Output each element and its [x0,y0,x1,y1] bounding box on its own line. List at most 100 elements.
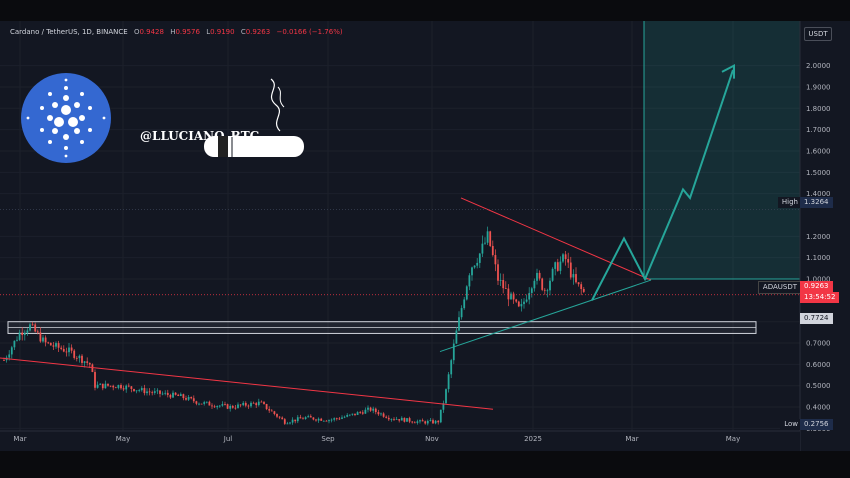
candle-body [200,403,203,405]
candle-body [512,293,515,300]
candle-body [515,299,518,302]
change-value: −0.0166 (−1.76%) [276,28,343,36]
candle-body [263,402,265,404]
candle-body [517,301,520,307]
candle-body [361,412,364,414]
candle-body [447,374,450,390]
candle-body [455,330,458,344]
candle-body [10,347,13,355]
candle-body [190,397,193,399]
candle-body [260,401,263,403]
candle-body [367,407,369,410]
time-tick-label: 2025 [524,435,542,443]
candle-body [481,243,484,254]
close-value: 0.9263 [245,28,271,36]
low-label: L [206,28,211,36]
candle-body [356,412,359,415]
target-zone [644,21,800,280]
candle-body [403,417,406,422]
candle-body [510,293,512,300]
candle-body [127,385,130,387]
candle-body [117,384,120,388]
candle-body [338,418,341,420]
candle-body [257,401,260,406]
candle-body [499,280,502,281]
candle-body [450,360,453,375]
candle-body [473,265,476,268]
price-tick-label: 1.5000 [806,169,831,177]
candle-body [289,422,291,424]
candle-body [174,392,177,395]
symbol-header: Cardano / TetherUS, 1D, BINANCE O0.9428 … [10,28,343,36]
candle-body [268,409,271,411]
candle-body [478,253,481,263]
candle-body [187,397,190,400]
chart-area[interactable]: 2.0000 1.9000 1.8000 1.7000 1.6000 1.5000 1.40… [0,21,850,451]
candle-body [177,394,180,396]
candle-body [328,420,330,422]
cigar-icon [204,78,304,157]
candle-body [91,364,94,373]
candle-body [205,401,208,403]
low-marker-value: 0.2756 [800,419,833,430]
candle-body [78,355,81,359]
candle-body [226,404,229,409]
candle-body [138,390,141,391]
candle-body [208,401,211,406]
symbol-title: Cardano / TetherUS, 1D, BINANCE [10,28,128,36]
candle-body [564,254,567,260]
candle-body [265,403,268,410]
candle-body [580,284,583,289]
projection-arrowhead [721,63,735,79]
high-value: 0.9576 [175,28,200,36]
low-marker-label: Low [780,419,802,430]
candle-body [179,394,182,396]
zone-price-marker: 0.7724 [800,313,833,324]
candle-body [83,361,86,363]
candle-body [296,417,299,422]
currency-button[interactable]: USDT [804,27,832,41]
time-tick-label: Sep [321,435,335,443]
price-tick-label: 1.9000 [806,83,831,91]
candle-body [421,420,424,422]
candle-body [18,332,21,340]
time-axis [0,431,800,451]
candle-body [460,308,463,318]
triangle-resistance-line [460,197,652,281]
candle-body [322,420,325,422]
candle-body [148,391,151,393]
candle-body [556,262,559,271]
candle-body [411,421,414,423]
candle-body [114,387,117,389]
candle-body [159,390,161,394]
candle-body [525,299,528,302]
last-price-marker: 0.9263 [800,281,833,292]
candle-body [309,416,312,418]
candle-body [198,403,200,405]
candle-body [312,417,315,420]
candle-body [107,383,109,386]
candle-body [281,417,284,420]
candle-body [164,392,167,394]
candle-body [81,355,83,363]
candle-body [489,231,492,246]
candle-body [330,419,333,421]
candle-body [546,290,549,292]
candle-body [299,417,302,419]
candle-body [465,286,468,300]
low-value: 0.9190 [210,28,235,36]
candle-body [120,384,122,389]
price-tick-label: 0.4000 [806,404,831,412]
candle-body [169,394,172,398]
candle-body [130,386,133,389]
candle-body [42,337,44,342]
price-chart[interactable]: 2.0000 1.9000 1.8000 1.7000 1.6000 1.5000 1.40… [0,21,850,451]
candle-body [244,402,247,406]
candle-body [554,262,557,269]
candle-body [270,410,273,412]
candle-body [221,404,224,406]
time-tick-label: Jul [223,435,233,443]
time-tick-label: May [726,435,740,443]
candle-body [520,304,523,307]
candle-body [497,264,499,281]
